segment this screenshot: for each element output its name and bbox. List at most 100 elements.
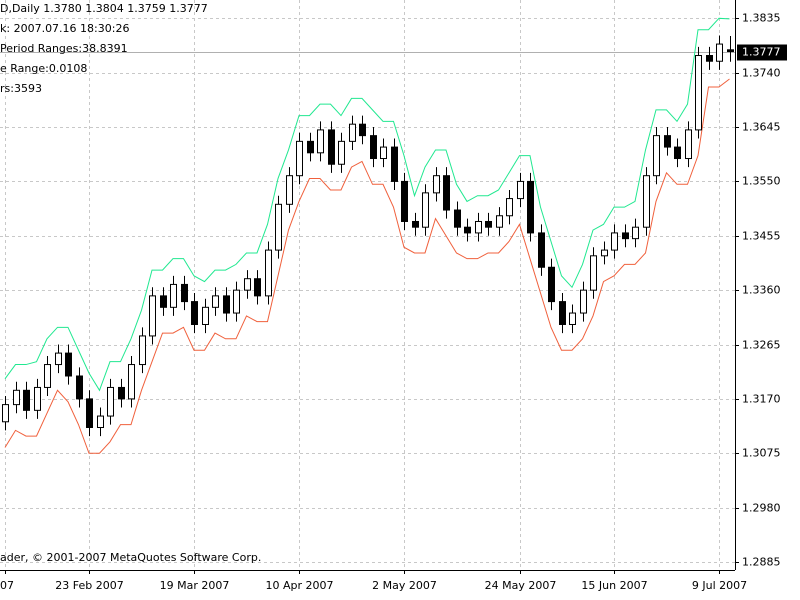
candle-body — [454, 209, 461, 228]
candle-body — [475, 220, 482, 234]
candle-body — [97, 415, 104, 429]
candle-body — [2, 404, 9, 423]
candle-body — [664, 135, 671, 148]
candle-body — [580, 289, 587, 314]
candle-body — [674, 146, 681, 160]
candle-body — [149, 295, 156, 337]
candle-body — [286, 175, 293, 205]
info-line: k: 2007.07.16 18:30:26 — [0, 22, 129, 35]
candle-body — [412, 220, 419, 228]
plot — [2, 17, 734, 454]
x-tick-label: 15 Jun 2007 — [581, 579, 647, 592]
candle-body — [317, 129, 324, 154]
info-line: Period Ranges:38.8391 — [0, 42, 128, 55]
candle-body — [191, 301, 198, 325]
candle-body — [202, 306, 209, 325]
candle-body — [695, 55, 702, 131]
copyright: ader, © 2001-2007 MetaQuotes Software Co… — [0, 551, 261, 564]
candle-body — [13, 389, 20, 406]
x-tick-label: 24 May 2007 — [485, 579, 557, 592]
candle-body — [223, 295, 230, 314]
candle-body — [233, 289, 240, 314]
candle-body — [86, 398, 93, 428]
candle-body — [338, 140, 345, 165]
x-tick-label: 10 Apr 2007 — [265, 579, 333, 592]
candle-body — [118, 386, 125, 400]
candle-body — [380, 146, 387, 160]
envelope-line — [4, 78, 730, 454]
candle-body — [422, 192, 429, 228]
candle-body — [653, 135, 660, 177]
candle-body — [622, 232, 629, 240]
price-label-box — [737, 44, 787, 61]
info-line: rs:3593 — [0, 82, 42, 95]
y-tick-label: 1.3265 — [742, 339, 781, 352]
candle-body — [643, 175, 650, 228]
candle-body — [55, 352, 62, 366]
candle-body — [632, 226, 639, 240]
y-tick-label: 1.3075 — [742, 447, 781, 460]
candle-body — [328, 129, 335, 165]
y-tick-label: 1.3645 — [742, 121, 781, 134]
candle-body — [716, 43, 723, 62]
candle-body — [569, 312, 576, 325]
candle-body — [706, 55, 713, 62]
info-panel: D,Daily 1.3780 1.3804 1.3759 1.3777 k: 20… — [0, 2, 208, 95]
candle-body — [590, 255, 597, 291]
candle-body — [517, 180, 524, 200]
candle-body — [181, 283, 188, 303]
y-tick-label: 1.3550 — [742, 175, 781, 188]
y-tick-label: 1.3740 — [742, 67, 781, 80]
candle-body — [685, 129, 692, 160]
candle-body — [611, 232, 618, 251]
candle-body — [496, 215, 503, 228]
candle-body — [370, 135, 377, 160]
candle-body — [359, 123, 366, 137]
candle-body — [34, 386, 41, 411]
candle-body — [464, 226, 471, 234]
candle-body — [76, 375, 83, 400]
candle-body — [391, 146, 398, 182]
candle-body — [601, 249, 608, 257]
candle-body — [485, 220, 492, 228]
info-line: D,Daily 1.3780 1.3804 1.3759 1.3777 — [0, 2, 208, 15]
candle-body — [548, 266, 555, 303]
candle-body — [275, 203, 282, 251]
x-tick-label: 07 — [0, 579, 14, 592]
candle-body — [254, 278, 261, 297]
candle-body — [128, 364, 135, 400]
candle-body — [23, 389, 30, 411]
candle-body — [401, 180, 408, 222]
price-label: 1.3777 — [742, 46, 781, 59]
candle-body — [538, 232, 545, 268]
candle-body — [727, 49, 734, 53]
candle-body — [139, 335, 146, 366]
x-tick-label: 23 Feb 2007 — [55, 579, 123, 592]
candle-body — [244, 278, 251, 291]
candle-body — [559, 301, 566, 325]
x-tick-label: 9 Jul 2007 — [692, 579, 747, 592]
candle-body — [506, 198, 513, 217]
info-line: e Range:0.0108 — [0, 62, 87, 75]
candle-body — [296, 140, 303, 177]
candle-body — [527, 180, 534, 234]
x-tick-label: 2 May 2007 — [372, 579, 437, 592]
candle-body — [160, 295, 167, 308]
candle-body — [349, 123, 356, 142]
envelope-line — [4, 17, 730, 392]
candle-body — [170, 283, 177, 308]
y-tick-label: 1.2980 — [742, 502, 781, 515]
candle-body — [265, 249, 272, 297]
y-tick-label: 1.2885 — [742, 556, 781, 569]
y-tick-label: 1.3360 — [742, 284, 781, 297]
y-tick-label: 1.3835 — [742, 12, 781, 25]
candle-body — [443, 175, 450, 211]
grid — [0, 0, 735, 570]
candle-body — [433, 175, 440, 194]
y-tick-label: 1.3455 — [742, 230, 781, 243]
candle-body — [44, 364, 51, 388]
candle-body — [107, 386, 114, 417]
